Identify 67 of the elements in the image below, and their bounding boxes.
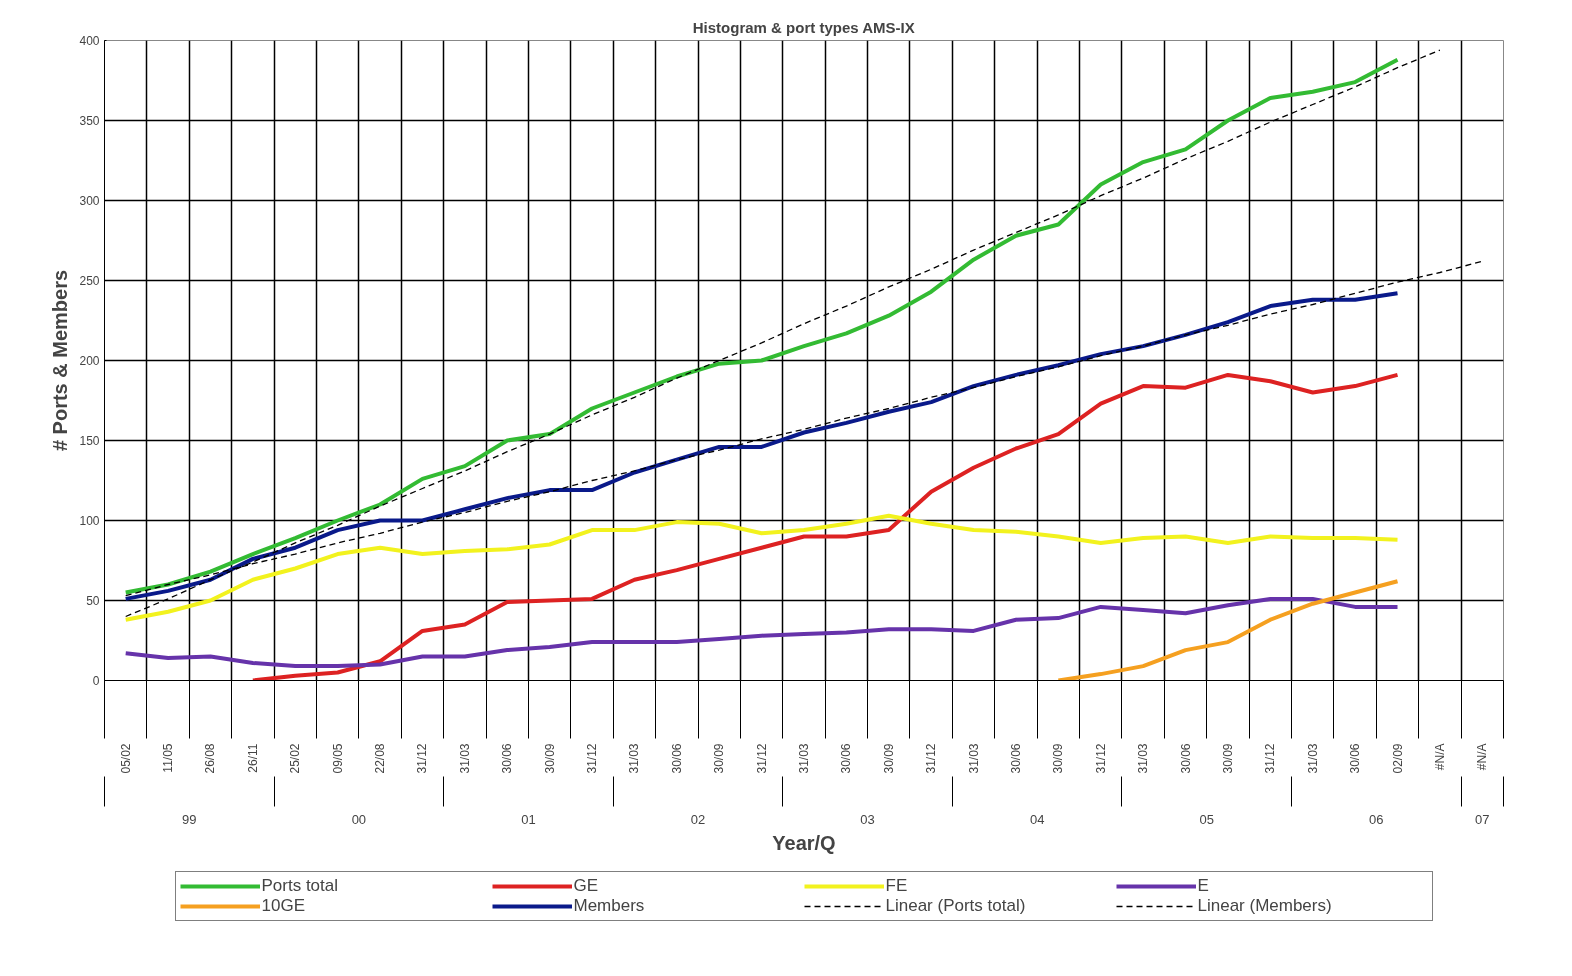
x-tick-label: #N/A: [1432, 743, 1447, 771]
x-tick-label: 31/12: [1263, 743, 1278, 774]
x-tick-label: 30/06: [1348, 743, 1363, 774]
legend-label: 10GE: [261, 896, 306, 916]
text: 06: [1369, 811, 1384, 827]
x-tick-label: 30/09: [881, 743, 896, 774]
line-series: [1056, 579, 1400, 681]
line-series: [250, 372, 1400, 681]
x-tick-label: 30/09: [1051, 743, 1066, 774]
x-tick-label: 30/09: [712, 743, 727, 774]
y-tick-label: 100: [79, 514, 100, 528]
chart-title: Histogram & port types AMS-IX: [692, 18, 915, 36]
legend-label: GE: [573, 876, 600, 896]
text: 02: [690, 811, 706, 827]
x-tick-label: 31/12: [585, 743, 600, 774]
y-tick-label: 400: [79, 34, 100, 48]
x-tick-label: 26/08: [203, 743, 218, 774]
line-series: [123, 513, 1400, 622]
text: 01: [521, 811, 536, 827]
x-tick-label: 31/03: [1136, 743, 1151, 774]
x-tick-label: 11/05: [161, 743, 176, 773]
x-tick-label: 31/12: [415, 743, 430, 774]
y-tick-label: 0: [92, 674, 100, 688]
y-tick-label: 150: [79, 434, 100, 448]
text: 07: [1475, 811, 1490, 827]
x-tick-label: #N/A: [1475, 743, 1490, 771]
text: 00: [351, 811, 367, 827]
y-axis-title: # Ports & Members: [49, 269, 72, 452]
legend-label: Members: [573, 896, 646, 916]
text: 05: [1199, 811, 1214, 827]
x-tick-label: 31/12: [924, 743, 939, 774]
x-tick-label: 02/09: [1390, 743, 1405, 774]
x-tick-label: 31/03: [797, 743, 811, 774]
x-tick-label: 30/06: [500, 743, 515, 774]
text: 04: [1029, 811, 1045, 827]
x-tick-label: 30/06: [1008, 743, 1023, 774]
x-tick-label: 31/12: [1093, 743, 1108, 774]
x-tick-label: 30/09: [542, 743, 557, 774]
x-tick-label: 26/11: [245, 743, 260, 773]
x-tick-label: 25/02: [288, 743, 303, 774]
line-series: [123, 596, 1400, 669]
x-tick-label: 30/06: [1178, 743, 1193, 774]
y-tick-label: 50: [86, 594, 100, 608]
x-tick-label: 31/12: [754, 743, 769, 774]
x-tick-label: 30/06: [839, 743, 854, 774]
legend-label: Linear (Members): [1197, 896, 1333, 916]
x-tick-label: 31/03: [627, 743, 642, 774]
x-tick-label: 31/03: [1305, 743, 1320, 774]
legend-label: Linear (Ports total): [885, 896, 1027, 916]
y-tick-label: 200: [79, 354, 100, 368]
x-tick-label: 31/03: [966, 743, 981, 774]
line-series: [123, 291, 1400, 601]
x-tick-label: 05/02: [118, 743, 133, 774]
y-tick-label: 300: [79, 194, 100, 208]
y-tick-label: 350: [79, 114, 100, 128]
x-tick-label: 30/09: [1220, 743, 1235, 774]
legend-label: FE: [885, 876, 909, 896]
x-tick-label: 30/06: [669, 743, 684, 774]
y-tick-label: 250: [79, 274, 100, 288]
text: 03: [860, 811, 875, 827]
x-tick-label: 31/03: [457, 743, 472, 774]
legend-label: E: [1197, 876, 1210, 896]
legend-label: Ports total: [261, 876, 340, 896]
x-axis-title: Year/Q: [772, 831, 836, 854]
x-tick-label: 09/05: [330, 743, 345, 774]
text: 99: [182, 811, 197, 827]
x-tick-label: 22/08: [373, 743, 388, 774]
